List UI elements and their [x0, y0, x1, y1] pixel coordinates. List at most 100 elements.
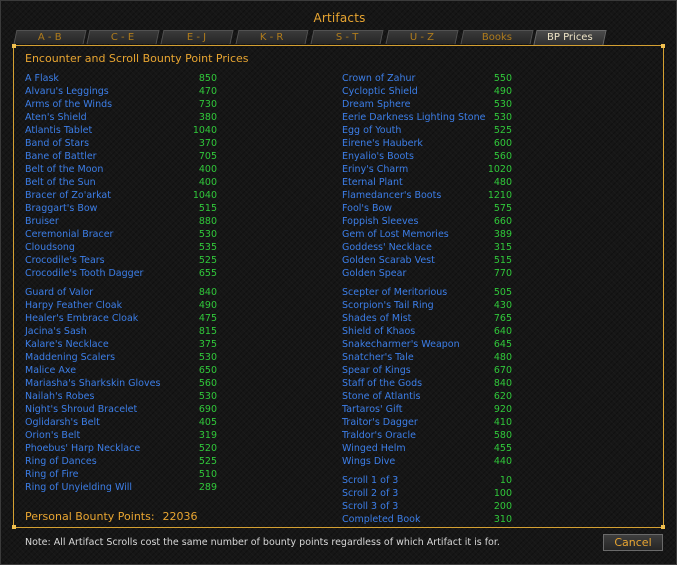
- item-price: 400: [198, 177, 217, 188]
- item-name: Eternal Plant: [342, 177, 403, 188]
- price-row: Eriny's Charm 1020: [342, 163, 512, 176]
- price-row: Ring of Fire 510: [25, 468, 217, 481]
- item-name: Winged Helm: [342, 443, 406, 454]
- item-price: 560: [198, 378, 217, 389]
- price-row: Dream Sphere 530: [342, 98, 512, 111]
- item-name: Eirene's Hauberk: [342, 138, 423, 149]
- tab-bp-prices[interactable]: BP Prices: [533, 30, 607, 45]
- price-row: Harpy Feather Cloak 490: [25, 299, 217, 312]
- price-row: Bracer of Zo'arkat 1040: [25, 189, 217, 202]
- price-row: Orion's Belt 319: [25, 429, 217, 442]
- tab-e-j[interactable]: E - J: [160, 30, 234, 44]
- price-row: Braggart's Bow 515: [25, 202, 217, 215]
- item-price: 520: [198, 443, 217, 454]
- price-row: Goddess' Necklace 315: [342, 241, 512, 254]
- footer-note: Note: All Artifact Scrolls cost the same…: [25, 537, 500, 548]
- item-name: Spear of Kings: [342, 365, 411, 376]
- item-price: 840: [493, 378, 512, 389]
- price-row: Scroll 3 of 3 200: [342, 500, 512, 513]
- item-price: 380: [198, 112, 217, 123]
- tab-label: A - B: [38, 32, 62, 43]
- item-price: 880: [198, 216, 217, 227]
- item-name: Ring of Dances: [25, 456, 97, 467]
- item-price: 100: [493, 488, 512, 499]
- panel-corner-ornament: [12, 525, 16, 529]
- tab-u-z[interactable]: U - Z: [385, 30, 459, 44]
- item-name: Oglidarsh's Belt: [25, 417, 100, 428]
- item-name: Eriny's Charm: [342, 164, 409, 175]
- item-name: Golden Spear: [342, 268, 407, 279]
- window-title: Artifacts: [313, 11, 366, 25]
- item-price: 1210: [487, 190, 512, 201]
- tab-label: K - R: [260, 32, 284, 43]
- item-name: Tartaros' Gift: [342, 404, 403, 415]
- item-name: Belt of the Moon: [25, 164, 104, 175]
- price-row: Shades of Mist 765: [342, 312, 512, 325]
- tab-s-t[interactable]: S - T: [310, 30, 384, 44]
- price-row: Snatcher's Tale 480: [342, 351, 512, 364]
- item-price: 315: [493, 242, 512, 253]
- item-price: 440: [493, 456, 512, 467]
- price-row: Enyalio's Boots 560: [342, 150, 512, 163]
- item-price: 410: [493, 417, 512, 428]
- item-price: 920: [493, 404, 512, 415]
- price-row: Atlantis Tablet 1040: [25, 124, 217, 137]
- item-name: Flamedancer's Boots: [342, 190, 442, 201]
- item-name: Cloudsong: [25, 242, 75, 253]
- item-name: Jacina's Sash: [25, 326, 87, 337]
- item-name: Bracer of Zo'arkat: [25, 190, 111, 201]
- item-name: Crocodile's Tears: [25, 255, 105, 266]
- item-name: Guard of Valor: [25, 287, 94, 298]
- item-name: Scroll 3 of 3: [342, 501, 399, 512]
- price-row: Traitor's Dagger 410: [342, 416, 512, 429]
- price-row: Aten's Shield 380: [25, 111, 217, 124]
- panel-corner-ornament: [661, 525, 665, 529]
- tab-books[interactable]: Books: [460, 30, 534, 44]
- item-name: Crocodile's Tooth Dagger: [25, 268, 144, 279]
- item-price: 455: [493, 443, 512, 454]
- item-price: 525: [198, 255, 217, 266]
- item-price: 1040: [192, 125, 217, 136]
- item-name: Cycloptic Shield: [342, 86, 418, 97]
- item-price: 430: [493, 300, 512, 311]
- tab-a-b[interactable]: A - B: [13, 30, 87, 44]
- tab-label: Books: [481, 32, 512, 43]
- item-price: 319: [198, 430, 217, 441]
- item-price: 575: [493, 203, 512, 214]
- item-name: Stone of Atlantis: [342, 391, 421, 402]
- item-price: 530: [198, 229, 217, 240]
- tab-c-e[interactable]: C - E: [86, 30, 160, 44]
- item-price: 1020: [487, 164, 512, 175]
- item-price: 620: [493, 391, 512, 402]
- tab-k-r[interactable]: K - R: [235, 30, 309, 44]
- item-name: Traitor's Dagger: [342, 417, 418, 428]
- item-name: Crown of Zahur: [342, 73, 416, 84]
- price-row: Scroll 2 of 3 100: [342, 487, 512, 500]
- cancel-button[interactable]: Cancel: [603, 534, 663, 551]
- price-row: Egg of Youth 525: [342, 124, 512, 137]
- item-price: 505: [493, 287, 512, 298]
- item-price: 560: [493, 151, 512, 162]
- item-name: Scorpion's Tail Ring: [342, 300, 434, 311]
- item-price: 480: [493, 352, 512, 363]
- item-price: 530: [493, 99, 512, 110]
- item-name: Dream Sphere: [342, 99, 411, 110]
- item-price: 765: [493, 313, 512, 324]
- tab-label: E - J: [187, 32, 207, 43]
- item-name: Fool's Bow: [342, 203, 393, 214]
- item-price: 515: [493, 255, 512, 266]
- item-name: Arms of the Winds: [25, 99, 113, 110]
- item-price: 640: [493, 326, 512, 337]
- price-row: Oglidarsh's Belt 405: [25, 416, 217, 429]
- item-price: 289: [198, 482, 217, 493]
- item-price: 705: [198, 151, 217, 162]
- item-price: 400: [198, 164, 217, 175]
- item-price: 600: [493, 138, 512, 149]
- price-row: Band of Stars 370: [25, 137, 217, 150]
- price-row: Staff of the Gods 840: [342, 377, 512, 390]
- item-price: 530: [493, 112, 512, 123]
- item-price: 550: [493, 73, 512, 84]
- price-row: Jacina's Sash 815: [25, 325, 217, 338]
- price-row: Healer's Embrace Cloak 475: [25, 312, 217, 325]
- item-price: 490: [493, 86, 512, 97]
